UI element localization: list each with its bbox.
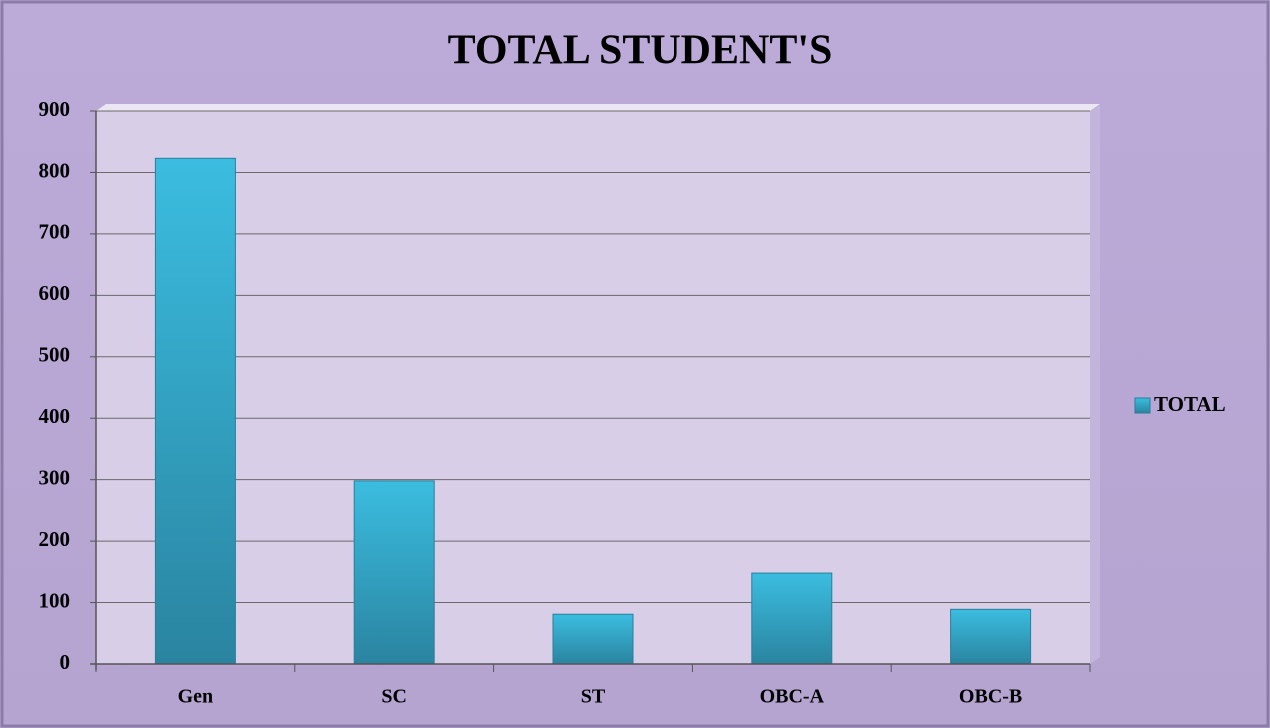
y-tick-label: 600	[39, 281, 71, 305]
y-tick-label: 800	[39, 158, 71, 182]
plot-wall-top	[96, 104, 1100, 111]
x-tick-label: ST	[581, 686, 606, 708]
y-tick-label: 300	[39, 465, 71, 489]
legend-swatch	[1134, 397, 1151, 414]
y-tick-label: 200	[39, 527, 71, 551]
x-tick-label: Gen	[178, 686, 214, 708]
plot-wall-side	[1090, 104, 1100, 664]
bar	[552, 613, 634, 665]
x-tick-label: OBC-A	[760, 686, 825, 708]
x-tick-label: SC	[381, 686, 407, 708]
y-tick-label: 900	[39, 97, 71, 121]
y-tick-label: 100	[39, 588, 71, 612]
legend-label: TOTAL	[1154, 392, 1226, 416]
y-tick-label: 0	[60, 650, 71, 674]
bar	[154, 157, 236, 665]
y-tick-label: 500	[39, 343, 71, 367]
y-tick-label: 700	[39, 220, 71, 244]
bar	[353, 480, 435, 665]
chart-title: TOTAL STUDENT'S	[448, 28, 833, 74]
x-tick-label: OBC-B	[959, 686, 1022, 708]
bar	[751, 572, 833, 665]
plot-wall	[96, 111, 1090, 664]
y-tick-label: 400	[39, 404, 71, 428]
bar	[950, 608, 1032, 665]
